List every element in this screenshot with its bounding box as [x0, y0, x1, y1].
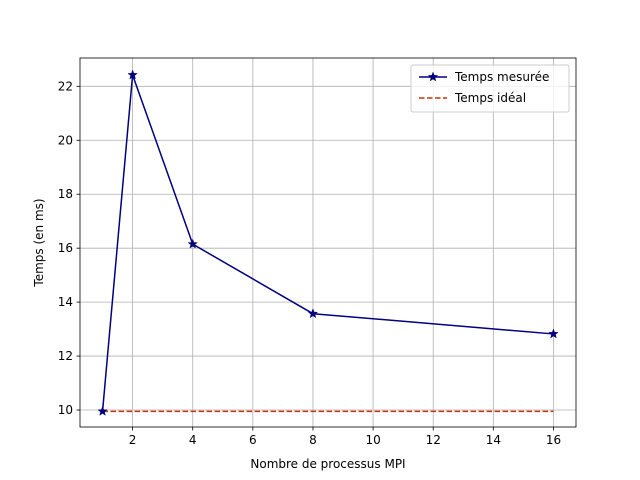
- legend-label-measured: Temps mesurée: [454, 70, 549, 84]
- y-tick-label: 14: [58, 295, 73, 309]
- x-tick-label: 14: [486, 433, 501, 447]
- y-tick-label: 20: [58, 133, 73, 147]
- x-tick-label: 16: [546, 433, 561, 447]
- x-axis-label: Nombre de processus MPI: [250, 457, 405, 471]
- legend-label-ideal: Temps idéal: [454, 91, 526, 105]
- legend-marker-measured: [427, 71, 439, 82]
- x-tick-label: 4: [189, 433, 197, 447]
- axis-ticks: 2 4 6 8 10 12 14 16 10 12 14 16 18 20 22: [58, 79, 561, 447]
- data-point-marker: [97, 405, 108, 416]
- axes-frame: [79, 57, 577, 428]
- data-point-marker: [307, 308, 319, 319]
- legend: Temps mesurée Temps idéal: [410, 64, 570, 113]
- y-tick-label: 18: [58, 187, 73, 201]
- legend-box: [410, 64, 570, 113]
- y-tick-label: 10: [58, 403, 73, 417]
- data-point-marker: [548, 328, 559, 339]
- plot-series: [97, 69, 559, 416]
- x-tick-label: 8: [309, 433, 317, 447]
- y-axis-label: Temps (en ms): [32, 198, 46, 287]
- data-point-marker: [187, 238, 198, 249]
- x-tick-label: 12: [426, 433, 441, 447]
- y-tick-label: 16: [58, 241, 73, 255]
- y-tick-label: 22: [58, 79, 73, 93]
- x-tick-label: 10: [365, 433, 380, 447]
- grid: [80, 58, 576, 427]
- data-point-marker: [127, 69, 138, 80]
- x-tick-label: 6: [249, 433, 257, 447]
- y-tick-label: 12: [58, 349, 73, 363]
- x-tick-label: 2: [129, 433, 137, 447]
